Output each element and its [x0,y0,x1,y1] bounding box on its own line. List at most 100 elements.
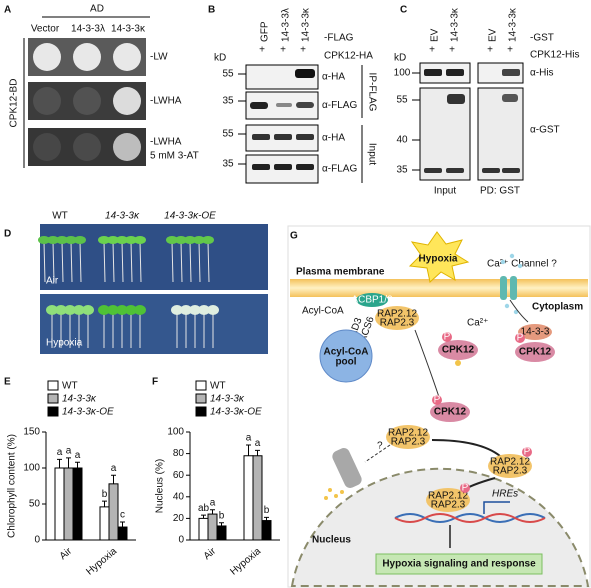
significance-letter: a [111,463,117,474]
label: 35 [222,159,234,170]
label: Nucleus [312,535,351,546]
label: RAP2.3 [493,466,528,477]
label: RAP2.12 [377,309,417,320]
x-tick-label: Hypoxia [228,546,263,578]
significance-letter: c [120,510,125,521]
legend-swatch [195,380,207,391]
legend-swatch [195,393,207,404]
stem [52,241,55,283]
leaf [74,236,86,244]
x-tick-label: Air [202,545,219,562]
label: α-HA [322,133,345,144]
label: 14-3-3κ [111,24,146,35]
stem [112,241,115,283]
leaf [56,236,68,244]
bar [216,525,227,541]
label: Plasma membrane [296,267,385,278]
label: P [444,332,451,343]
legend-label: 14-3-3κ-OE [62,407,114,418]
band [295,69,315,78]
stem [61,241,64,283]
label: -LWHA [150,137,182,148]
stem [103,241,106,283]
bar [261,520,272,541]
band [446,69,464,76]
leaf [116,236,128,244]
acbp [356,293,388,307]
y-tick-label: 40 [173,491,185,502]
label: CPK12 [434,407,467,418]
label: 40 [396,135,408,146]
channel [510,276,517,300]
stem [171,241,174,283]
stem [130,241,133,283]
band [502,94,518,102]
leaf [171,305,183,315]
label: 5 mM 3-AT [150,151,199,162]
label: -FLAG [324,33,354,44]
label: Air [46,276,59,287]
panel-label: F [152,377,158,388]
leaf [73,305,85,315]
y-tick-label: 0 [178,535,184,546]
label: WT [52,211,68,222]
label: + [507,45,513,56]
error-bar [264,516,269,521]
label: 14-3-3 [521,327,550,338]
colony [33,87,61,115]
band [274,134,292,140]
band [296,134,314,140]
ca-bound [455,360,461,366]
label: RAP2.3 [380,318,415,329]
rap-protein [488,454,532,478]
colony [113,133,141,161]
stem [70,241,73,283]
error-bar [255,449,260,456]
significance-letter: b [102,489,108,500]
label: RAP2.12 [388,428,428,439]
label: Hypoxia [419,254,458,265]
label: 14-3-3κ [301,7,312,42]
label: α-HA [322,72,345,83]
x-tick-label: Air [58,545,75,562]
arrow [364,444,391,463]
legend-swatch [47,380,59,391]
colony [73,133,101,161]
y-axis-title: Chlorophyll content (%) [7,434,18,538]
acyl-coa-pool [319,329,373,383]
label: + [429,45,435,56]
y-tick-label: 100 [23,463,40,474]
panel-label: D [4,229,11,240]
y-tick-label: 50 [29,499,41,510]
label: P [462,483,469,494]
panel-label: G [290,231,298,242]
label: 14-3-3κ [105,211,140,222]
significance-letter: a [57,447,63,458]
phospho-site [522,447,532,457]
significance-letter: a [75,450,81,461]
leaf [64,305,76,315]
phospho-site [442,332,452,342]
label: IP-FLAG [366,73,377,112]
leaf [202,236,214,244]
bar [117,526,128,541]
legend-label: WT [62,381,78,392]
y-tick-label: 20 [173,513,185,524]
leaf [107,236,119,244]
label: Hypoxia signaling and response [382,559,536,570]
leaf [98,236,110,244]
leaf [175,236,187,244]
error-bar [57,458,62,468]
label: 55 [396,95,408,106]
label: + [259,45,265,56]
leaf [98,305,110,315]
band [424,69,442,76]
error-bar [102,500,107,507]
colony [73,43,101,71]
photo [40,224,268,290]
label: RAP2.3 [431,500,466,511]
stem [139,241,142,283]
arrow [414,329,441,401]
dna [394,513,546,523]
